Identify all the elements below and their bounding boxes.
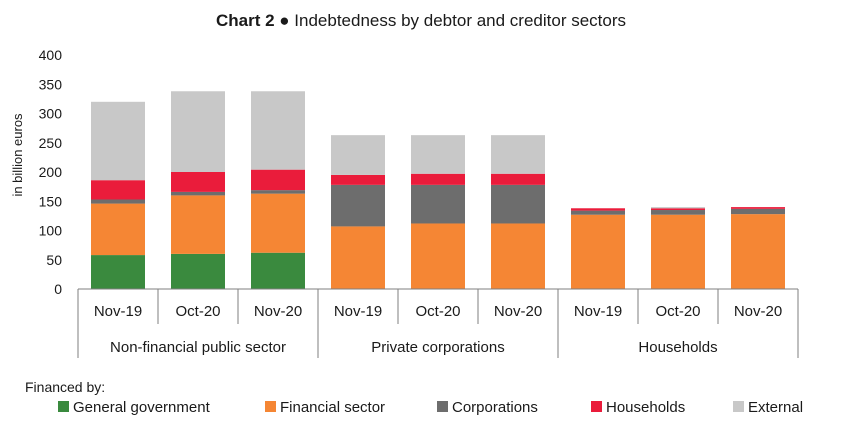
bar-segment-general-government (171, 253, 225, 289)
bar-segment-financial-sector (491, 223, 545, 289)
x-tick-label: Nov-20 (254, 303, 302, 320)
bar-segment-households (171, 172, 225, 192)
bar-segment-corporations (651, 210, 705, 215)
y-tick-label: 300 (39, 106, 63, 122)
group-label: Households (638, 339, 717, 356)
bar-segment-households (331, 174, 385, 185)
x-tick-label: Nov-19 (574, 303, 622, 320)
bar-segment-financial-sector (731, 214, 785, 289)
y-tick-label: 200 (39, 164, 63, 180)
y-axis-label: in billion euros (10, 113, 25, 197)
bar-segment-financial-sector (251, 193, 305, 253)
bar-segment-households (411, 173, 465, 185)
bar-segment-general-government (251, 252, 305, 289)
legend-label: External (748, 399, 803, 416)
bar-segment-external (411, 135, 465, 174)
legend: General government Financial sector Corpor… (58, 399, 803, 416)
x-tick-label: Nov-20 (734, 303, 782, 320)
chart-title-number: Chart 2 (216, 11, 275, 30)
legend-title: Financed by: (25, 379, 105, 395)
x-tick-label: Nov-19 (94, 303, 142, 320)
legend-label: General government (73, 399, 211, 416)
legend-swatch (58, 401, 69, 412)
bar-segment-external (91, 101, 145, 181)
bar-segment-general-government (91, 255, 145, 289)
x-tick-label: Nov-20 (494, 303, 542, 320)
legend-swatch (591, 401, 602, 412)
bar-segment-external (331, 135, 385, 175)
y-tick-label: 50 (46, 252, 62, 268)
chart-title-text: ● Indebtedness by debtor and creditor se… (275, 11, 626, 30)
x-tick-label: Nov-19 (334, 303, 382, 320)
legend-swatch (437, 401, 448, 412)
bar-segment-corporations (91, 199, 145, 204)
y-tick-label: 250 (39, 135, 63, 151)
group-label: Non-financial public sector (110, 339, 286, 356)
y-tick-label: 400 (39, 47, 63, 63)
bar-segment-households (91, 180, 145, 200)
bar-segment-financial-sector (331, 226, 385, 289)
y-tick-label: 150 (39, 193, 63, 209)
bar-segment-financial-sector (171, 195, 225, 254)
bar-segment-external (651, 207, 705, 209)
legend-label: Corporations (452, 399, 538, 416)
legend-swatch (265, 401, 276, 412)
bar-segment-households (571, 208, 625, 211)
bar-segment-households (731, 207, 785, 209)
y-tick-label: 350 (39, 76, 63, 92)
bar-segment-financial-sector (571, 214, 625, 289)
legend-swatch (733, 401, 744, 412)
x-tick-label: Oct-20 (655, 303, 700, 320)
bar-segment-corporations (491, 184, 545, 224)
legend-label: Households (606, 399, 685, 416)
bar-segment-financial-sector (651, 214, 705, 289)
bar-segment-corporations (731, 208, 785, 215)
bars (91, 91, 785, 289)
y-tick-label: 0 (54, 281, 62, 297)
x-tick-label: Oct-20 (415, 303, 460, 320)
bar-segment-households (251, 169, 305, 191)
bar-segment-financial-sector (91, 203, 145, 256)
chart-title: Chart 2 ● Indebtedness by debtor and cre… (216, 11, 626, 30)
x-axis: Nov-19 Oct-20 Nov-20 Nov-19 Oct-20 Nov-20 Nov-… (77, 288, 799, 358)
bar-segment-external (171, 91, 225, 172)
x-tick-label: Oct-20 (175, 303, 220, 320)
bar-segment-corporations (571, 210, 625, 215)
bar-segment-corporations (251, 190, 305, 194)
bar-segment-external (251, 91, 305, 170)
bar-segment-corporations (331, 184, 385, 227)
y-tick-label: 100 (39, 223, 63, 239)
bar-segment-external (491, 135, 545, 174)
bar-segment-financial-sector (411, 223, 465, 289)
bar-segment-households (491, 173, 545, 185)
bar-segment-households (651, 208, 705, 211)
y-axis: 0 50 100 150 200 250 300 350 400 (39, 47, 63, 297)
group-label: Private corporations (371, 339, 504, 356)
bar-segment-corporations (171, 191, 225, 196)
legend-label: Financial sector (280, 399, 385, 416)
bar-segment-corporations (411, 184, 465, 224)
